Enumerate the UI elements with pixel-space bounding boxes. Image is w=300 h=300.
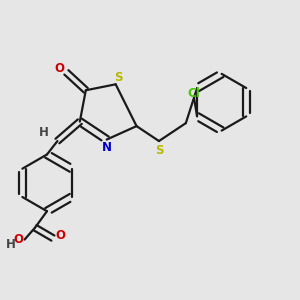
Text: O: O — [56, 229, 65, 242]
Text: Cl: Cl — [188, 87, 200, 100]
Text: O: O — [55, 62, 65, 75]
Text: H: H — [6, 238, 16, 250]
Text: S: S — [155, 143, 163, 157]
Text: O: O — [13, 233, 23, 246]
Text: S: S — [114, 71, 123, 84]
Text: H: H — [39, 126, 49, 139]
Text: N: N — [102, 141, 112, 154]
